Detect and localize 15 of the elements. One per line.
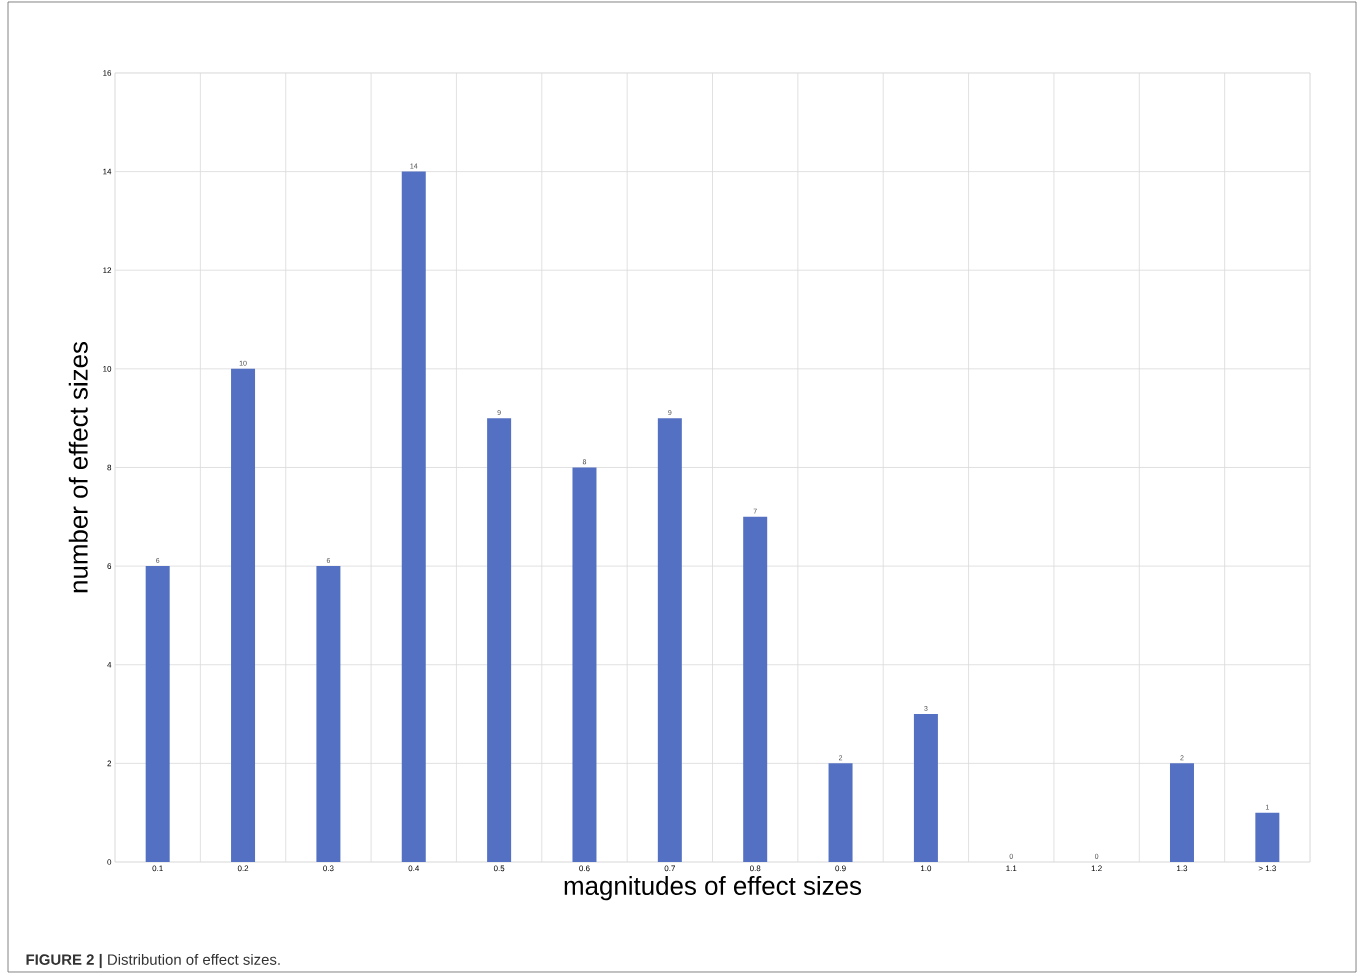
bar xyxy=(401,171,426,862)
bar xyxy=(657,418,682,862)
bar xyxy=(231,368,256,862)
bar xyxy=(828,763,853,862)
bar xyxy=(145,566,170,862)
x-axis-title: magnitudes of effect sizes xyxy=(564,876,862,901)
bar xyxy=(1255,812,1280,862)
y-axis-title: number of effect sizes xyxy=(68,341,88,593)
bar xyxy=(743,516,768,862)
bar xyxy=(1169,763,1194,862)
bar xyxy=(572,467,597,862)
bar xyxy=(316,566,341,862)
text: FIGURE 2 | Distribution of effect sizes. xyxy=(26,953,280,969)
bar xyxy=(487,418,512,862)
bar xyxy=(913,714,938,862)
